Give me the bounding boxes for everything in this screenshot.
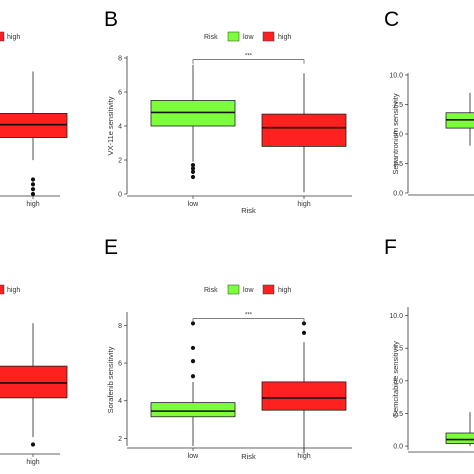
legend-bottom: Risk low high — [204, 284, 291, 295]
box-low — [445, 92, 474, 146]
legend-key-low — [227, 284, 240, 295]
y-tick-label: 2.5 — [393, 411, 403, 418]
box-high — [261, 73, 347, 193]
legend-label-low: low — [243, 34, 254, 41]
legend-key-high — [0, 284, 5, 295]
box-iqr — [261, 381, 347, 411]
panel-b: 0 2 4 6 8 VX-11e sensitivity low high *** Risk — [106, 54, 352, 215]
y-tick-label: 8 — [118, 323, 122, 330]
box-iqr — [261, 113, 347, 147]
y-tick-label: 0.0 — [393, 191, 403, 198]
legend-key-high — [0, 31, 5, 42]
legend-key-low — [227, 31, 240, 42]
outlier-point — [30, 191, 36, 197]
outlier-point — [190, 166, 196, 171]
outlier-point — [30, 182, 36, 187]
panel-letter-f: F — [384, 236, 397, 259]
box-iqr — [150, 100, 236, 127]
legend-label-high: high — [278, 287, 291, 294]
outlier-point — [301, 330, 307, 335]
y-tick-label: 7.5 — [393, 102, 403, 109]
legend-title: Risk — [204, 34, 218, 41]
x-tick-label: high — [26, 201, 39, 208]
x-axis-label: Risk — [241, 452, 256, 461]
y-tick-label: 2.5 — [393, 161, 403, 168]
outlier-point — [190, 163, 196, 168]
significance-label: *** — [245, 54, 253, 60]
y-tick-label: 0.0 — [393, 444, 403, 451]
legend-cropped-d: high — [0, 284, 20, 295]
y-axis-label: Sorafenib sensitivity — [106, 346, 115, 413]
box-iqr — [445, 432, 474, 444]
legend-key-high — [262, 31, 275, 42]
legend-label-high: high — [7, 34, 20, 41]
legend-label-high: high — [278, 34, 291, 41]
panel-e: 2 4 6 8 Sorafenib sensitivity low high *** Risk — [106, 312, 352, 461]
y-tick-label: 5.0 — [393, 132, 403, 139]
legend-cropped-a: high — [0, 31, 20, 42]
y-tick-label: 6 — [118, 361, 122, 368]
outlier-point — [190, 359, 196, 364]
outlier-point — [190, 169, 196, 174]
box-iqr — [0, 365, 68, 399]
y-tick-label: 2 — [118, 158, 122, 165]
outlier-point — [190, 345, 196, 351]
y-tick-label: 4 — [118, 124, 122, 131]
x-tick-label: low — [188, 453, 199, 460]
panel-letter-b: B — [104, 8, 118, 31]
y-axis-label: Gemcitabine sensitivity — [391, 341, 400, 418]
panel-letter-c: C — [384, 8, 399, 31]
y-tick-label: 8 — [118, 56, 122, 63]
legend-top: Risk low high — [204, 31, 291, 42]
box-low — [150, 321, 236, 446]
y-tick-label: 0 — [118, 192, 122, 199]
y-tick-label: 5.0 — [393, 378, 403, 385]
outlier-point — [30, 187, 36, 192]
box-low — [150, 64, 236, 180]
box-high — [0, 323, 68, 447]
outlier-point — [301, 321, 307, 326]
y-tick-label: 7.5 — [393, 346, 403, 353]
box-low — [445, 412, 474, 447]
significance-label: *** — [245, 313, 253, 319]
panel-letter-e: E — [104, 236, 118, 259]
legend-title: Risk — [204, 287, 218, 294]
x-axis-label: Risk — [241, 206, 256, 215]
x-tick-label: high — [297, 453, 310, 460]
legend-key-high — [262, 284, 275, 295]
significance-bracket — [192, 318, 305, 323]
box-iqr — [0, 113, 68, 138]
panel-a: high — [0, 71, 68, 208]
y-tick-label: 4 — [118, 398, 122, 405]
legend-label-low: low — [243, 287, 254, 294]
y-axis-label: Sepantronium sensitivity — [391, 93, 400, 175]
y-axis-label: VX-11e sensitivity — [106, 96, 115, 155]
outlier-point — [190, 321, 196, 326]
box-high — [261, 321, 347, 454]
outlier-point — [30, 442, 36, 447]
panel-d: high — [0, 323, 68, 466]
significance-bracket — [192, 59, 305, 64]
box-iqr — [150, 402, 236, 418]
y-tick-label: 2 — [118, 436, 122, 443]
y-tick-label: 6 — [118, 90, 122, 97]
x-tick-label: high — [297, 201, 310, 208]
panel-c: 0.0 2.5 5.0 7.5 10.0 Sepantronium sensitivity — [389, 73, 474, 198]
y-tick-label: 10.0 — [389, 313, 403, 320]
outlier-point — [190, 174, 196, 180]
box-high — [0, 71, 68, 197]
outlier-point — [190, 374, 196, 379]
y-tick-label: 10.0 — [389, 73, 403, 80]
x-tick-label: high — [26, 459, 39, 466]
panel-f: 0.0 2.5 5.0 7.5 10.0 Gemcitabine sensitivity — [389, 307, 474, 453]
legend-label-high: high — [7, 287, 20, 294]
x-tick-label: low — [188, 201, 199, 208]
outlier-point — [30, 177, 36, 182]
